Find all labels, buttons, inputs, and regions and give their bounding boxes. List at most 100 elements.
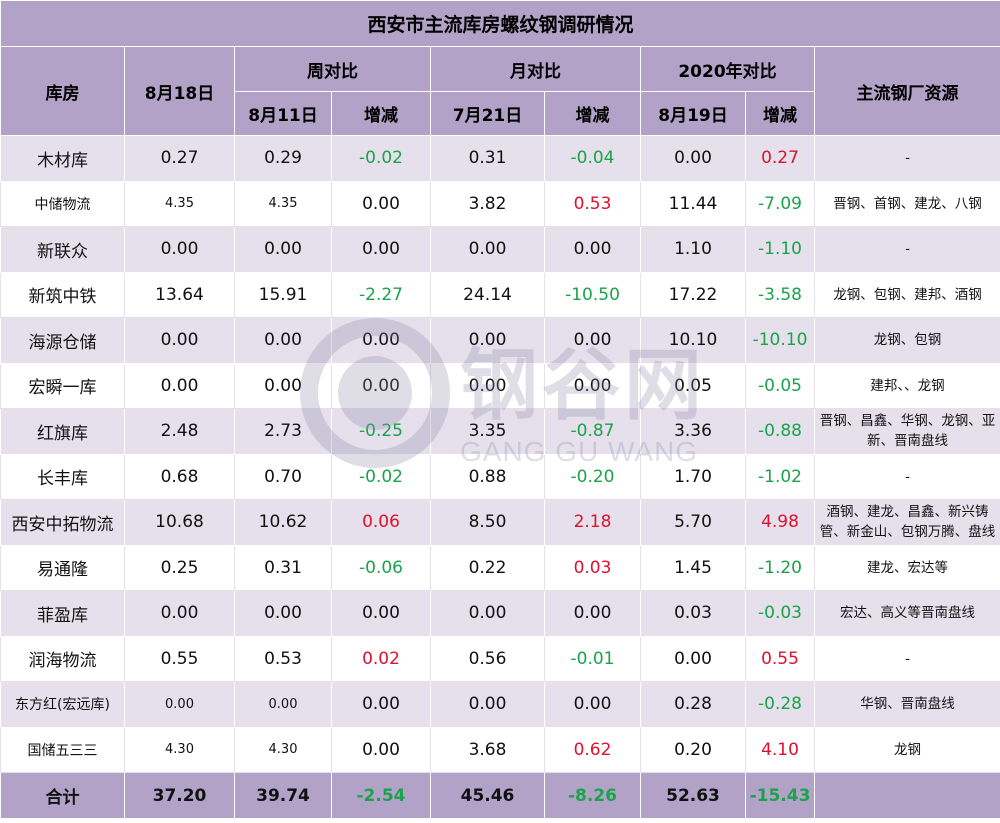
month-value: 3.35 (430, 408, 545, 455)
month-value: 0.00 (430, 362, 545, 409)
total-row: 合计 37.20 39.74 -2.54 45.46 -8.26 52.63 -… (0, 772, 1000, 819)
month-value: 3.82 (430, 180, 545, 227)
warehouse-name: 新联众 (0, 226, 125, 273)
current-value: 4.30 (124, 726, 235, 773)
week-value: 0.53 (234, 635, 332, 682)
week-value: 0.29 (234, 135, 332, 182)
week-value: 4.30 (234, 726, 332, 773)
week-value: 0.70 (234, 453, 332, 500)
week-change: 0.06 (331, 499, 431, 546)
table-row: 新联众 0.00 0.00 0.00 0.00 0.00 1.10 -1.10- (0, 226, 1000, 273)
week-value: 0.00 (234, 362, 332, 409)
total-current: 37.20 (124, 772, 235, 819)
current-value: 13.64 (124, 271, 235, 318)
month-change: 0.00 (544, 681, 641, 728)
warehouse-name: 长丰库 (0, 453, 125, 500)
week-value: 0.31 (234, 544, 332, 591)
month-value: 0.00 (430, 681, 545, 728)
month-change: -10.50 (544, 271, 641, 318)
steel-source: - (813, 135, 1000, 182)
week-change: 0.00 (331, 317, 431, 364)
total-label: 合计 (0, 772, 125, 819)
table-row: 宏瞬一库 0.00 0.00 0.00 0.00 0.00 0.05 -0.05 建邦、、龙钢 (0, 362, 1000, 409)
year-value: 0.00 (640, 135, 746, 182)
year-change: -0.28 (745, 681, 815, 728)
year-change: 4.98 (745, 499, 815, 546)
month-change: -0.20 (544, 453, 641, 500)
year-change: -0.88 (745, 408, 815, 455)
year-value: 1.45 (640, 544, 746, 591)
month-change: 2.18 (544, 499, 641, 546)
year-change: -7.09 (745, 180, 815, 227)
table-row: 国储五三三 4.30 4.30 0.00 3.68 0.62 0.20 4.10 龙钢 (0, 726, 1000, 773)
year-value: 0.28 (640, 681, 746, 728)
month-value: 0.88 (430, 453, 545, 500)
current-value: 0.00 (124, 362, 235, 409)
year-change: 0.27 (745, 135, 815, 182)
week-change: -0.02 (331, 453, 431, 500)
month-value: 0.00 (430, 590, 545, 637)
year-change: -0.05 (745, 362, 815, 409)
steel-source: 龙钢 (813, 726, 1000, 773)
header-month-change: 增减 (544, 91, 641, 136)
week-value: 0.00 (234, 681, 332, 728)
warehouse-name: 易通隆 (0, 544, 125, 591)
current-value: 2.48 (124, 408, 235, 455)
table-row: 海源仓储 0.00 0.00 0.00 0.00 0.00 10.10 -10.10 龙钢、包钢 (0, 317, 1000, 364)
steel-source: 龙钢、包钢、建邦、酒钢 (813, 271, 1000, 318)
month-change: -0.01 (544, 635, 641, 682)
week-value: 0.00 (234, 317, 332, 364)
current-value: 0.00 (124, 681, 235, 728)
steel-source: 晋钢、首钢、建龙、八钢 (813, 180, 1000, 227)
year-value: 0.00 (640, 635, 746, 682)
warehouse-name: 东方红(宏远库) (0, 681, 125, 728)
warehouse-name: 润海物流 (0, 635, 125, 682)
week-change: 0.00 (331, 362, 431, 409)
week-change: 0.00 (331, 681, 431, 728)
current-value: 0.25 (124, 544, 235, 591)
current-value: 0.00 (124, 317, 235, 364)
header-warehouse: 库房 (0, 46, 125, 136)
week-change: 0.00 (331, 590, 431, 637)
current-value: 0.00 (124, 590, 235, 637)
warehouse-name: 菲盈库 (0, 590, 125, 637)
week-value: 2.73 (234, 408, 332, 455)
warehouse-name: 新筑中铁 (0, 271, 125, 318)
total-month-value: 45.46 (430, 772, 545, 819)
week-value: 10.62 (234, 499, 332, 546)
year-change: -1.20 (745, 544, 815, 591)
year-change: -1.10 (745, 226, 815, 273)
table-row: 润海物流 0.55 0.53 0.02 0.56 -0.01 0.00 0.55- (0, 635, 1000, 682)
steel-source: 酒钢、建龙、昌鑫、新兴铸管、新金山、包钢万腾、盘线 (813, 499, 1000, 546)
month-change: -0.87 (544, 408, 641, 455)
table-body: 木材库 0.27 0.29 -0.02 0.31 -0.04 0.00 0.27- 中储物流 4.… (0, 135, 1000, 773)
table-row: 中储物流 4.35 4.35 0.00 3.82 0.53 11.44 -7.09 晋钢、首钢、… (0, 180, 1000, 227)
week-change: 0.02 (331, 635, 431, 682)
week-change: -0.02 (331, 135, 431, 182)
current-value: 10.68 (124, 499, 235, 546)
month-value: 0.00 (430, 226, 545, 273)
month-change: 0.00 (544, 317, 641, 364)
week-value: 0.00 (234, 590, 332, 637)
steel-source: 华钢、晋南盘线 (813, 681, 1000, 728)
current-value: 0.00 (124, 226, 235, 273)
year-value: 0.05 (640, 362, 746, 409)
month-change: 0.00 (544, 362, 641, 409)
table-row: 西安中拓物流 10.68 10.62 0.06 8.50 2.18 5.70 4.98 酒钢、建… (0, 499, 1000, 546)
warehouse-name: 海源仓储 (0, 317, 125, 364)
header-year-date: 8月19日 (640, 91, 746, 136)
total-year-value: 52.63 (640, 772, 746, 819)
total-week-value: 39.74 (234, 772, 332, 819)
total-month-change: -8.26 (544, 772, 641, 819)
total-year-change: -15.43 (745, 772, 815, 819)
month-change: 0.53 (544, 180, 641, 227)
year-value: 0.03 (640, 590, 746, 637)
week-change: -2.27 (331, 271, 431, 318)
header-year-change: 增减 (745, 91, 815, 136)
month-value: 0.22 (430, 544, 545, 591)
week-change: 0.00 (331, 180, 431, 227)
warehouse-name: 木材库 (0, 135, 125, 182)
steel-source: - (813, 635, 1000, 682)
current-value: 0.55 (124, 635, 235, 682)
